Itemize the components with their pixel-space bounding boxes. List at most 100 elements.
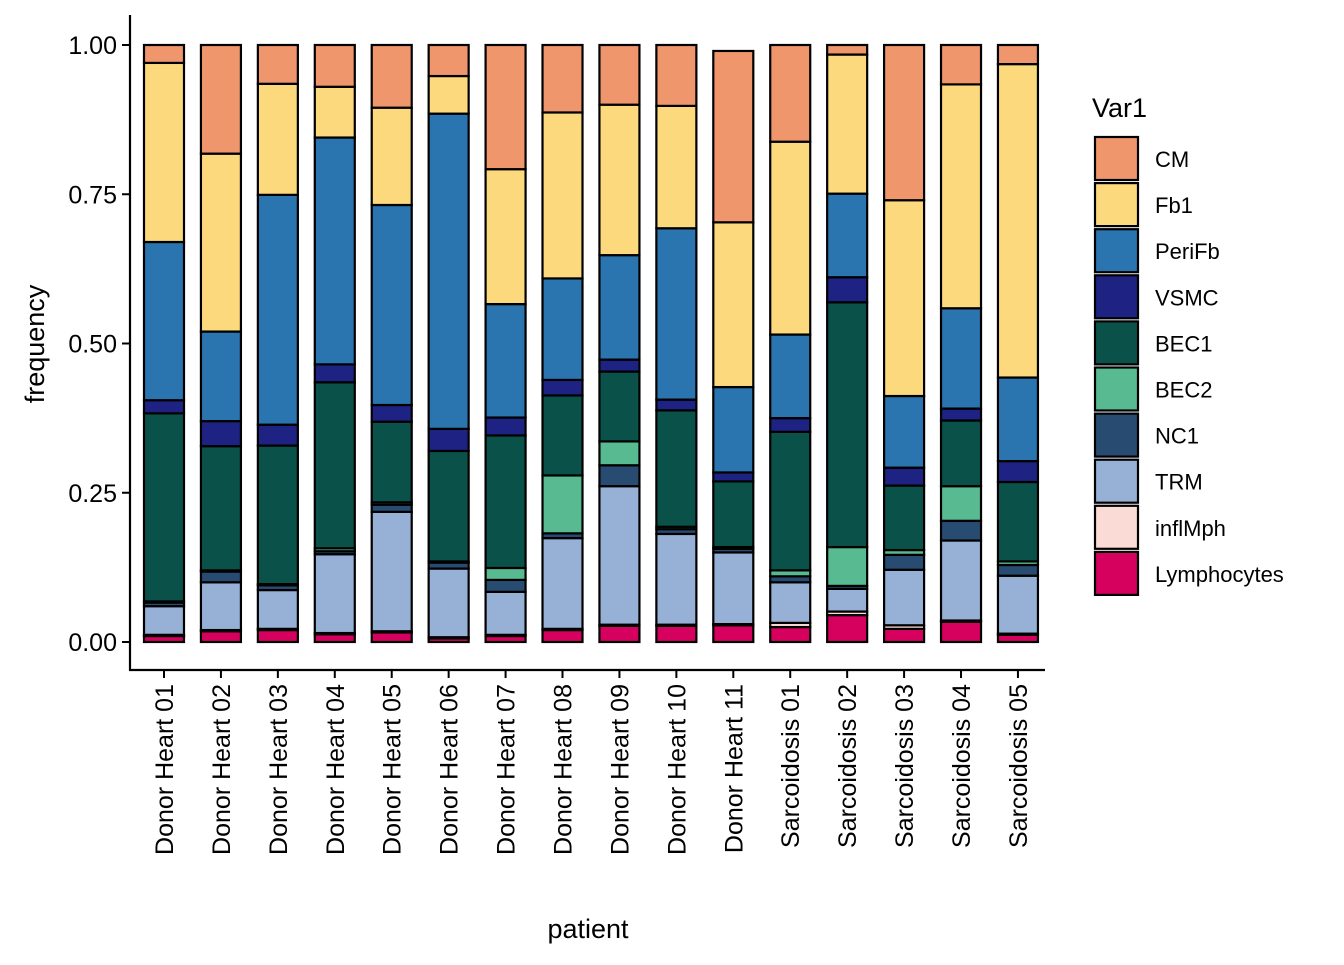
bar-segment: Sarcoidosis 05 — VSMC: 0.035	[996, 460, 1040, 484]
bar-segment: Donor Heart 01 — PeriFb: 0.265	[142, 240, 186, 402]
bar-segment: Donor Heart 03 — Lymphocytes: 0.02	[256, 628, 299, 644]
x-tick-label: Sarcoidosis 02	[834, 684, 862, 848]
x-tick-label: Donor Heart 05	[379, 684, 407, 855]
bar-segment: Donor Heart 08 — Fb1: 0.278	[541, 111, 584, 280]
bar-segment: Sarcoidosis 02 — CM: 0.016	[826, 43, 869, 56]
bar-segment: Donor Heart 06 — BEC1: 0.185	[427, 449, 470, 563]
bar-segment: Donor Heart 07 — BEC2: 0.02	[484, 566, 527, 582]
bar-segment: Donor Heart 02 — VSMC: 0.042	[199, 420, 243, 448]
bar-segment: Donor Heart 01 — CM: 0.03	[142, 43, 186, 65]
bar-segment: Donor Heart 05 — VSMC: 0.028	[370, 403, 413, 423]
legend-swatch	[1093, 228, 1140, 274]
legend-swatch	[1093, 366, 1140, 412]
bar-segment: Sarcoidosis 02 — PeriFb: 0.14	[826, 192, 869, 279]
bar-segment: Sarcoidosis 02 — Fb1: 0.233	[826, 53, 869, 195]
bar-segment: Sarcoidosis 03 — TRM: 0.093	[882, 568, 926, 627]
x-tick-label: Donor Heart 11	[720, 684, 748, 853]
legend-swatch	[1093, 550, 1140, 597]
bar-segment: Donor Heart 03 — VSMC: 0.035	[256, 423, 299, 447]
bar-segment: Donor Heart 03 — CM: 0.065	[256, 43, 299, 85]
bar-segment: Donor Heart 06 — Fb1: 0.063	[427, 74, 470, 115]
bar-segment: Sarcoidosis 03 — Lymphocytes: 0.022	[882, 627, 926, 644]
bar-segment: Sarcoidosis 04 — BEC2: 0.058	[939, 485, 983, 522]
bar-segment: Donor Heart 10 — CM: 0.102	[655, 43, 698, 107]
bar-segment: Donor Heart 07 — NC1: 0.02	[484, 578, 527, 593]
bar-segment: Sarcoidosis 03 — CM: 0.26	[882, 43, 926, 202]
bar-segment: Sarcoidosis 01 — Fb1: 0.323	[769, 140, 812, 336]
bar-segment: Sarcoidosis 05 — TRM: 0.097	[996, 574, 1040, 635]
bar-segment: Sarcoidosis 02 — BEC2: 0.065	[826, 545, 869, 587]
bar-segment: Sarcoidosis 03 — VSMC: 0.03	[882, 466, 926, 487]
bar-segment: Sarcoidosis 03 — PeriFb: 0.12	[882, 394, 926, 469]
legend-label: Lymphocytes	[1155, 562, 1284, 587]
bar-segment: Sarcoidosis 05 — PeriFb: 0.14	[996, 376, 1040, 463]
x-tick-label: Donor Heart 06	[436, 684, 464, 855]
bar-segment: Donor Heart 11 — TRM: 0.12	[712, 551, 755, 626]
bar-segment: Donor Heart 11 — PeriFb: 0.143	[712, 385, 755, 474]
bar-segment: Donor Heart 05 — TRM: 0.2	[370, 510, 413, 633]
bar-segment: Donor Heart 07 — Fb1: 0.226	[484, 168, 527, 306]
bar-segment: Sarcoidosis 03 — NC1: 0.025	[882, 553, 926, 571]
bar-segment: Sarcoidosis 04 — CM: 0.066	[939, 43, 983, 86]
x-tick-label: Sarcoidosis 05	[1005, 684, 1033, 848]
x-tick-label: Donor Heart 10	[663, 684, 691, 855]
x-tick-label: Donor Heart 03	[265, 684, 293, 855]
bar-segment: Donor Heart 02 — CM: 0.182	[199, 43, 243, 155]
bar-segment: Donor Heart 07 — BEC1: 0.222	[484, 434, 527, 570]
bar-segment: Donor Heart 02 — PeriFb: 0.15	[199, 330, 243, 423]
legend-label: VSMC	[1155, 285, 1219, 310]
bar-segment: Donor Heart 10 — Fb1: 0.205	[655, 104, 698, 230]
bar-segment: Donor Heart 06 — TRM: 0.115	[427, 567, 470, 639]
bar-segment: Sarcoidosis 01 — TRM: 0.068	[769, 581, 812, 624]
bar-segment: Donor Heart 02 — TRM: 0.08	[199, 581, 243, 632]
bar-segment: Donor Heart 09 — Lymphocytes: 0.027	[598, 624, 641, 644]
bar-segment: Sarcoidosis 04 — PeriFb: 0.168	[939, 307, 983, 410]
bar-segment: Donor Heart 11 — Fb1: 0.276	[712, 221, 755, 389]
bar-segment: Donor Heart 11 — Lymphocytes: 0.028	[712, 624, 755, 644]
bar-segment: Donor Heart 08 — BEC2: 0.097	[541, 474, 584, 535]
bar-segment: Donor Heart 02 — NC1: 0.018	[199, 570, 243, 584]
bar-segment: Sarcoidosis 04 — TRM: 0.134	[939, 539, 983, 622]
bar-segment: Donor Heart 09 — TRM: 0.232	[598, 485, 641, 626]
y-tick-label: 0.50	[68, 331, 117, 359]
bar-segment: Donor Heart 02 — BEC1: 0.208	[199, 445, 243, 572]
bar-segment: Donor Heart 09 — PeriFb: 0.175	[598, 254, 641, 361]
bar-segment: Sarcoidosis 04 — VSMC: 0.02	[939, 407, 983, 422]
legend-swatch	[1093, 274, 1140, 320]
bar-segment: Donor Heart 10 — BEC1: 0.195	[655, 409, 698, 528]
bar-segment: Donor Heart 01 — Fb1: 0.3	[142, 61, 186, 244]
bar-segment: Sarcoidosis 02 — Lymphocytes: 0.045	[826, 614, 869, 644]
bar-segment: Donor Heart 07 — PeriFb: 0.19	[484, 302, 527, 419]
bar-segment: Donor Heart 02 — Fb1: 0.298	[199, 152, 243, 333]
x-tick-label: Donor Heart 01	[151, 684, 179, 855]
legend-label: PeriFb	[1155, 239, 1220, 264]
y-tick-label: 1.00	[68, 32, 117, 60]
bar-segment: Donor Heart 07 — TRM: 0.072	[484, 590, 527, 636]
bar-segment: Donor Heart 11 — CM: 0.287	[712, 49, 755, 224]
bar-segment: Sarcoidosis 04 — NC1: 0.033	[939, 519, 983, 542]
bar-segment: Donor Heart 05 — CM: 0.105	[370, 43, 413, 109]
bar-segment: Donor Heart 08 — Lymphocytes: 0.02	[541, 628, 584, 644]
bar-segment: Donor Heart 11 — BEC1: 0.11	[712, 480, 755, 549]
bar-segment: Donor Heart 03 — PeriFb: 0.385	[256, 193, 299, 426]
bar-segment: Donor Heart 04 — VSMC: 0.03	[313, 363, 356, 384]
y-tick-label: 0.25	[68, 480, 117, 508]
bar-segment: Donor Heart 04 — BEC1: 0.278	[313, 381, 356, 550]
bar-segment: Sarcoidosis 01 — PeriFb: 0.14	[769, 333, 812, 420]
x-tick-label: Donor Heart 02	[208, 684, 236, 855]
bar-segment: Sarcoidosis 01 — BEC1: 0.232	[769, 430, 812, 572]
x-tick-label: Sarcoidosis 01	[777, 684, 805, 848]
bar-segment: Donor Heart 04 — Fb1: 0.085	[313, 85, 356, 139]
bar-segment: Sarcoidosis 05 — BEC1: 0.133	[996, 480, 1040, 563]
legend-label: BEC1	[1155, 331, 1212, 356]
bar-segment: Donor Heart 01 — TRM: 0.048	[142, 605, 186, 636]
bar-segment: Donor Heart 04 — Lymphocytes: 0.013	[313, 633, 356, 644]
bar-segment: Donor Heart 04 — CM: 0.07	[313, 43, 356, 88]
bar-segment: Donor Heart 08 — BEC1: 0.134	[541, 394, 584, 477]
bar-segment: Sarcoidosis 04 — Fb1: 0.375	[939, 83, 983, 310]
bar-segment: Donor Heart 03 — BEC1: 0.232	[256, 444, 299, 586]
bar-segment: Donor Heart 01 — BEC1: 0.315	[142, 412, 186, 603]
bar-segment: Donor Heart 07 — VSMC: 0.03	[484, 416, 527, 437]
legend-swatch	[1093, 320, 1140, 366]
